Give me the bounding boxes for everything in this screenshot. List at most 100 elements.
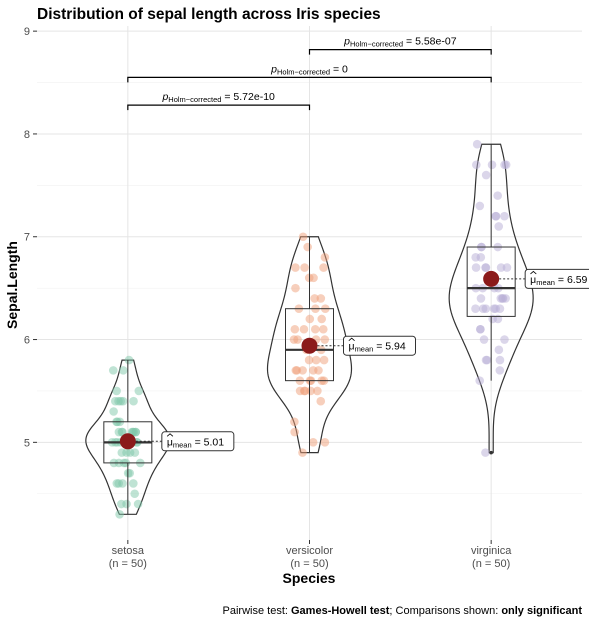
data-point-versicolor xyxy=(319,355,329,365)
data-point-virginica xyxy=(495,355,505,365)
mean-label-setosa: μmean = 5.01 xyxy=(167,436,224,449)
data-point-setosa xyxy=(124,355,134,365)
data-point-virginica xyxy=(472,160,481,170)
data-point-virginica xyxy=(487,160,497,170)
data-point-versicolor xyxy=(291,263,300,272)
data-point-versicolor xyxy=(290,427,299,437)
y-tick-label: 6 xyxy=(24,335,30,347)
caption: Pairwise test: Games-Howell test; Compar… xyxy=(223,605,583,617)
data-point-versicolor xyxy=(317,314,327,324)
x-tick-label-setosa: setosa xyxy=(112,545,145,557)
data-point-virginica xyxy=(475,201,485,211)
means: μmean = 5.01 μmean = 5.94 μmean = 6.59 xyxy=(119,268,589,452)
data-point-versicolor xyxy=(320,438,330,447)
box-versicolor xyxy=(285,308,334,382)
comparison-bracket-2 xyxy=(308,49,492,55)
comparisons: pHolm−corrected = 5.72e-10 pHolm−correcte… xyxy=(127,36,492,111)
data-point-versicolor xyxy=(308,366,318,375)
comparison-label-1: pHolm−corrected = 0 xyxy=(270,63,348,76)
y-axis-title: Sepal.Length xyxy=(4,241,20,329)
chart-title: Distribution of sepal length across Iris… xyxy=(37,6,381,23)
data-point-setosa xyxy=(109,407,118,416)
mean-point-virginica xyxy=(483,270,500,287)
data-point-versicolor xyxy=(316,396,326,406)
violin-virginica xyxy=(448,143,534,454)
data-point-versicolor xyxy=(290,417,299,427)
violin-setosa xyxy=(85,359,171,515)
data-point-virginica xyxy=(478,304,488,314)
data-point-versicolor xyxy=(320,335,330,344)
box-virginica xyxy=(466,246,516,317)
data-point-versicolor xyxy=(320,252,330,262)
data-point-virginica xyxy=(481,263,491,272)
mean-hat-setosa xyxy=(166,433,174,437)
data-point-setosa xyxy=(117,499,126,509)
data-point-setosa xyxy=(108,366,118,375)
data-point-virginica xyxy=(476,324,485,334)
data-point-virginica xyxy=(493,191,503,200)
data-point-versicolor xyxy=(316,294,326,303)
mean-hat-virginica xyxy=(530,270,537,275)
data-point-setosa xyxy=(117,427,127,437)
y-tick-label: 7 xyxy=(24,232,30,244)
data-point-virginica xyxy=(471,304,480,314)
y-tick-label: 5 xyxy=(24,437,30,449)
data-point-virginica xyxy=(495,304,505,314)
data-point-virginica xyxy=(471,263,481,272)
caption-prefix: Pairwise test: xyxy=(223,605,291,617)
data-point-virginica xyxy=(476,294,486,303)
data-point-setosa xyxy=(118,396,128,406)
data-point-virginica xyxy=(501,294,510,303)
outlier-virginica xyxy=(489,450,493,455)
x-tick-n-setosa: (n = 50) xyxy=(109,558,147,570)
x-tick-label-virginica: virginica xyxy=(471,545,512,557)
data-point-virginica xyxy=(495,366,505,375)
data-point-virginica xyxy=(481,170,491,180)
data-point-versicolor xyxy=(299,386,309,396)
data-point-versicolor xyxy=(319,263,328,272)
data-point-setosa xyxy=(130,489,139,499)
data-point-versicolor xyxy=(291,283,300,293)
data-point-versicolor xyxy=(310,324,320,334)
data-point-virginica xyxy=(494,222,504,231)
data-point-versicolor xyxy=(311,355,321,365)
x-axis-title: Species xyxy=(283,570,336,586)
x-tick-n-virginica: (n = 50) xyxy=(472,558,510,570)
data-point-virginica xyxy=(481,448,490,457)
data-point-virginica xyxy=(500,335,509,344)
data-point-setosa xyxy=(130,448,140,457)
data-point-versicolor xyxy=(308,438,318,447)
data-point-virginica xyxy=(502,263,512,272)
data-point-versicolor xyxy=(313,386,322,396)
mean-hat-versicolor xyxy=(348,337,355,342)
data-point-setosa xyxy=(131,427,141,437)
data-point-virginica xyxy=(472,139,482,149)
data-point-versicolor xyxy=(300,263,309,272)
data-point-virginica xyxy=(500,211,509,221)
data-point-setosa xyxy=(133,499,143,509)
mean-label-box-virginica xyxy=(524,268,589,289)
comparison-bracket-0 xyxy=(127,104,311,111)
data-point-versicolor xyxy=(298,366,307,375)
data-point-versicolor xyxy=(291,366,301,375)
data-point-versicolor xyxy=(289,335,299,344)
mean-label-versicolor: μmean = 5.94 xyxy=(349,341,406,354)
data-point-setosa xyxy=(129,396,138,406)
data-point-setosa xyxy=(122,448,131,457)
data-point-versicolor xyxy=(290,324,300,334)
comparison-bracket-1 xyxy=(127,76,492,83)
comparison-label-2: pHolm−corrected = 5.58e-07 xyxy=(343,36,457,49)
data-point-virginica xyxy=(482,355,492,365)
comparison-label-0: pHolm−corrected = 5.72e-10 xyxy=(161,91,275,104)
data-point-setosa xyxy=(112,386,121,396)
caption-middle: ; Comparisons shown: xyxy=(389,605,501,617)
data-point-virginica xyxy=(494,345,504,355)
y-tick-label: 9 xyxy=(24,26,30,38)
data-point-versicolor xyxy=(299,324,309,334)
data-point-virginica xyxy=(471,252,480,262)
data-point-setosa xyxy=(129,479,138,488)
data-point-versicolor xyxy=(310,294,319,303)
